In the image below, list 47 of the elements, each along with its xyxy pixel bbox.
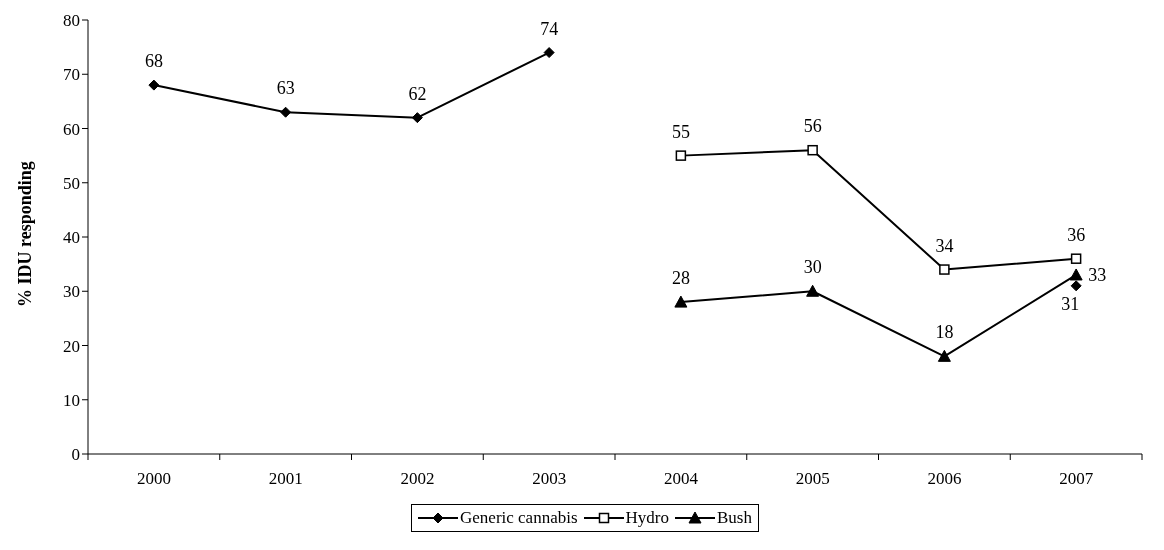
point [1069,268,1083,281]
point [1070,280,1082,292]
point [806,284,820,297]
data-label: 31 [1061,293,1080,314]
legend-label: Hydro [625,508,669,528]
data-label: 34 [935,235,954,256]
data-label: 55 [671,121,690,142]
point [411,112,423,124]
data-label: 28 [671,268,690,289]
x-tick-label: 2004 [663,469,699,488]
x-tick-label: 2007 [1059,469,1094,488]
y-tick-label: 30 [63,282,80,302]
point [937,349,951,362]
point [280,106,292,118]
y-tick-label: 50 [63,173,80,193]
point [674,295,688,308]
x-tick-label: 2002 [400,469,435,488]
x-tick-label: 2003 [532,469,567,488]
y-tick-label: 0 [71,445,80,465]
data-label: 63 [276,78,295,99]
point [675,150,687,161]
x-tick-label: 2006 [927,469,962,488]
legend-label: Generic cannabis [460,508,578,528]
y-tick-label: 20 [63,336,80,356]
data-label: 62 [408,83,427,104]
point [807,144,818,156]
point [148,79,160,91]
data-label: 33 [1088,264,1107,285]
point [939,264,950,275]
y-tick-label: 40 [63,228,80,248]
data-label: 18 [935,322,954,343]
x-tick-label: 2001 [268,469,303,488]
data-label: 30 [803,257,822,278]
y-tick-label: 80 [63,11,80,31]
y-tick-label: 60 [63,119,80,139]
data-label: 56 [803,116,822,137]
y-axis-title: % IDU responding [15,161,36,307]
data-label: 74 [540,18,559,39]
data-label: 36 [1067,224,1086,245]
x-tick-label: 2005 [795,469,830,488]
y-tick-label: 10 [63,390,80,410]
point [543,47,555,59]
data-label: 68 [144,51,163,72]
legend-label: Bush [717,508,752,528]
x-tick-label: 2000 [136,469,171,488]
point [1070,253,1082,264]
y-tick-label: 70 [63,65,80,85]
